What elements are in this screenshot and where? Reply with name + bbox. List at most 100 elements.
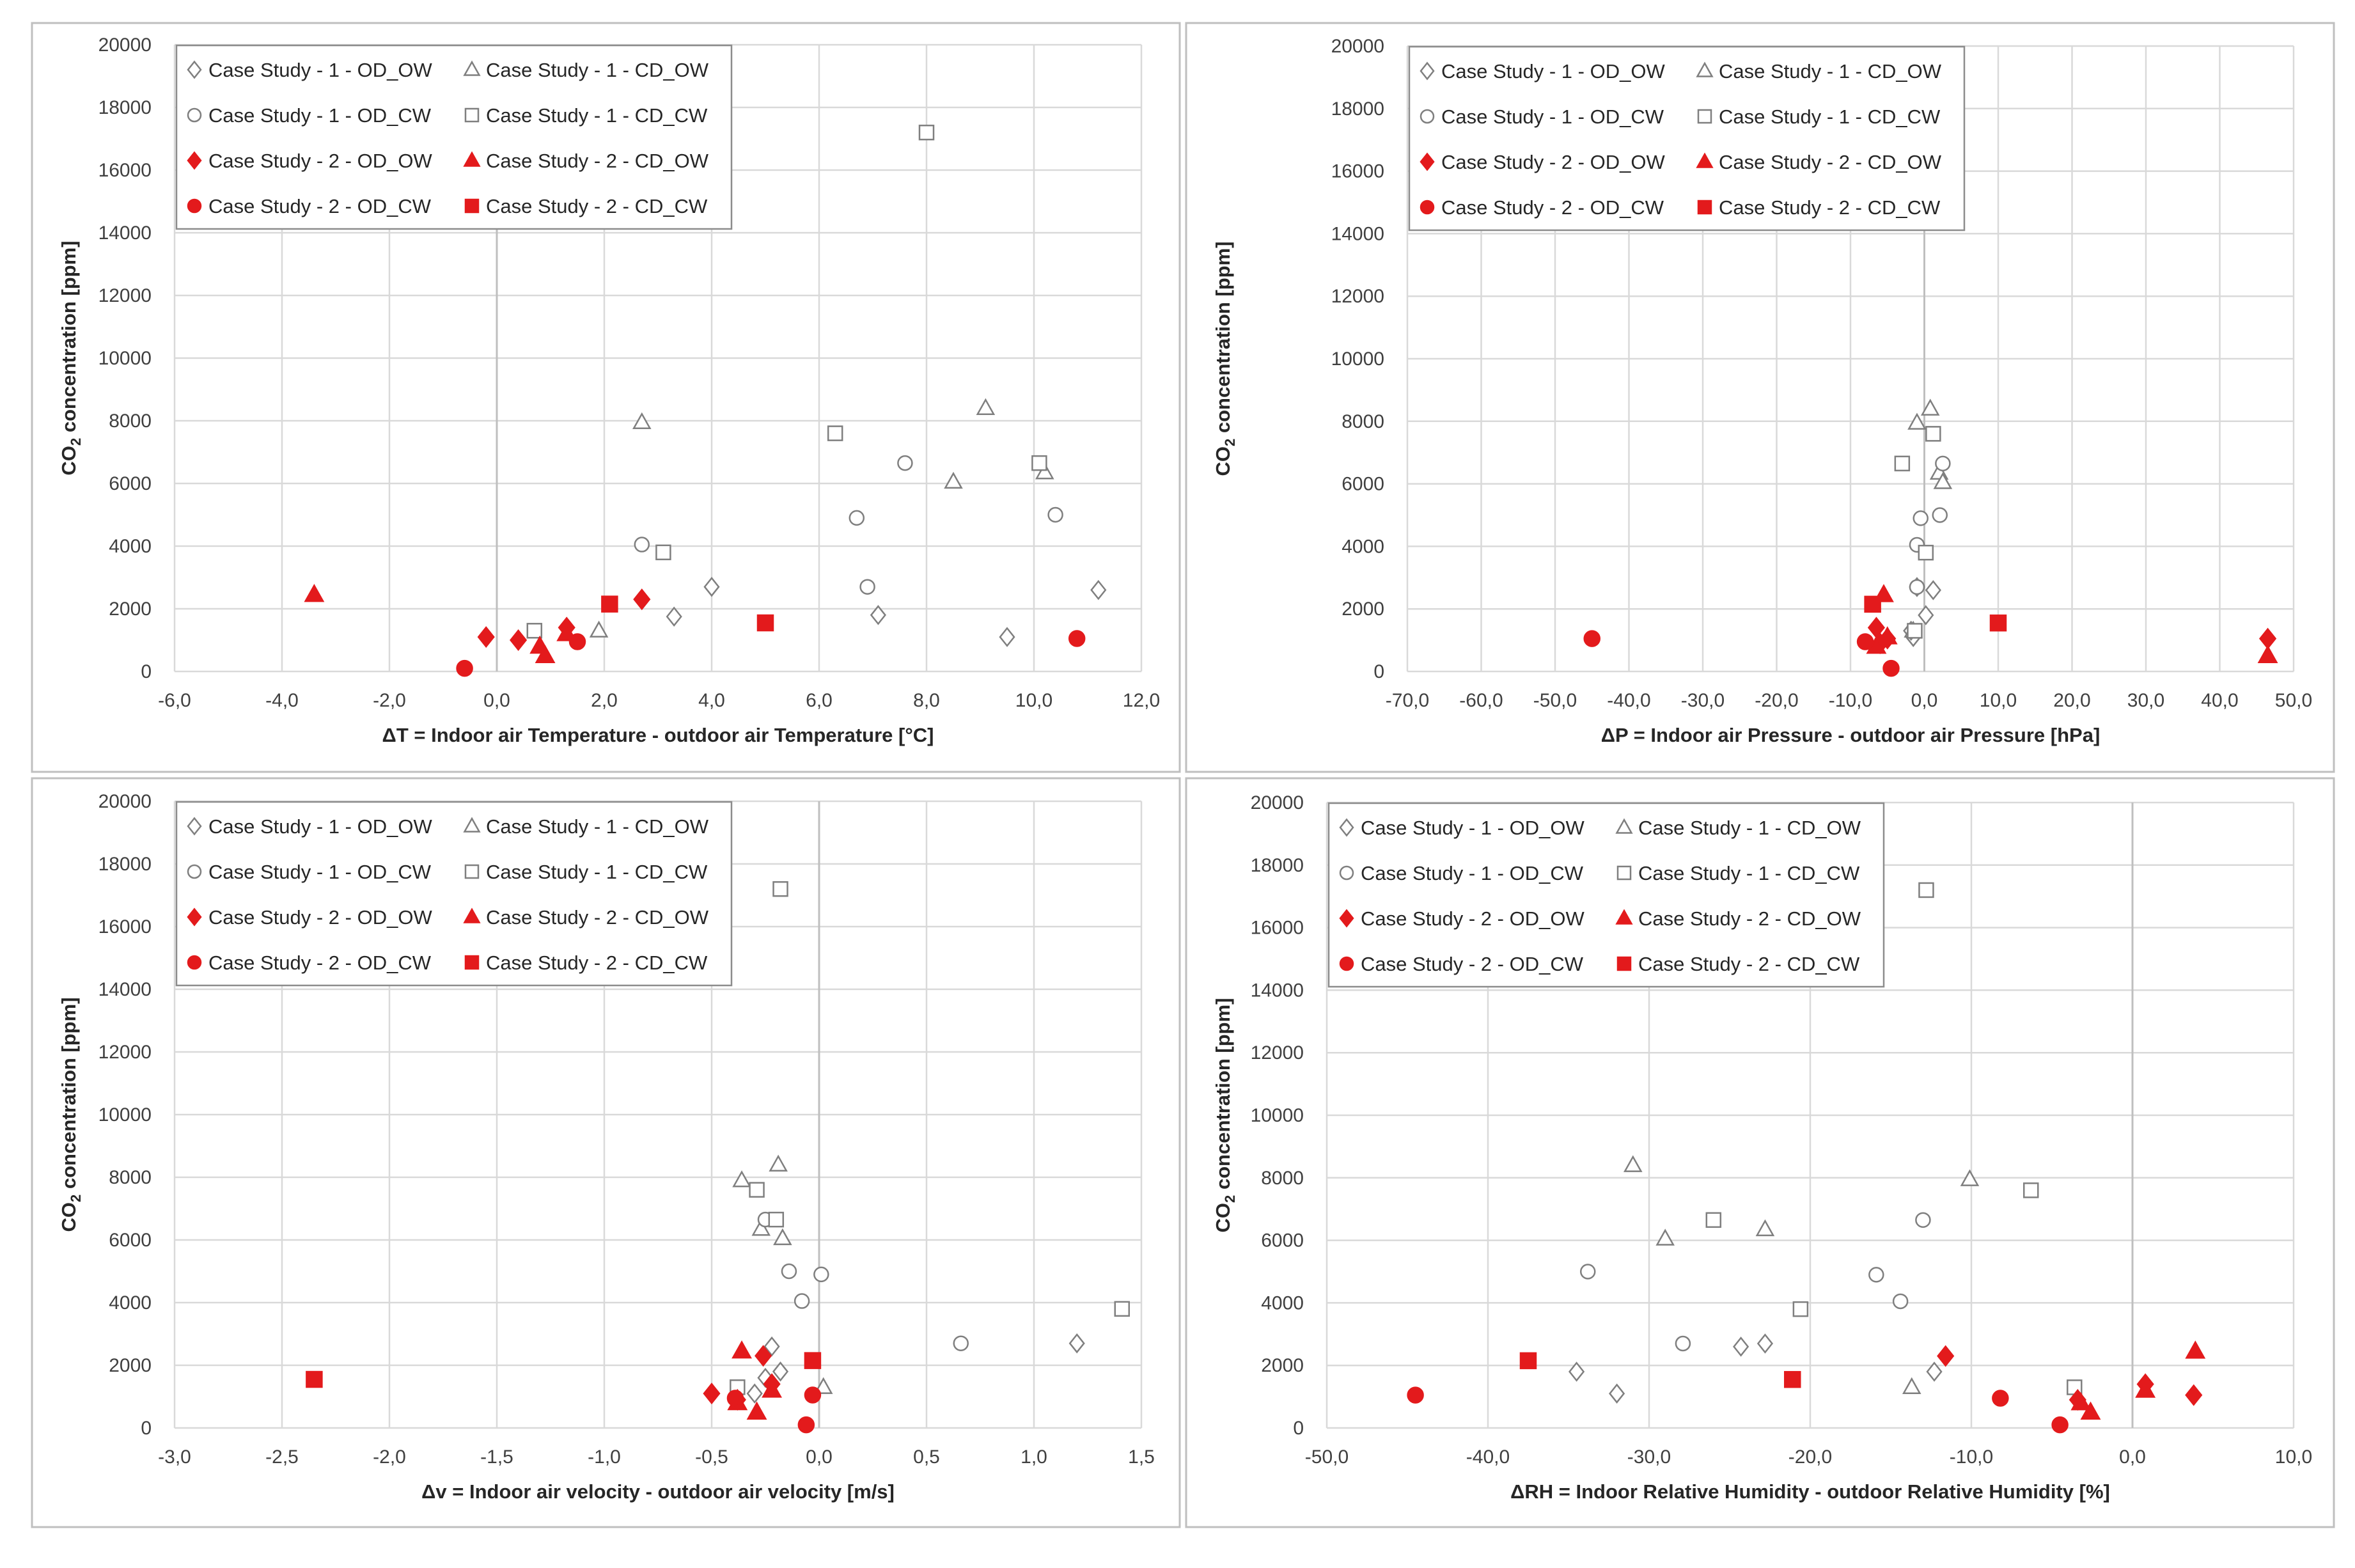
data-point <box>1932 507 1948 523</box>
legend-marker <box>464 864 480 879</box>
data-point <box>768 1211 785 1228</box>
x-tick-label: -30,0 <box>1681 690 1725 711</box>
data-point <box>1918 882 1934 898</box>
x-tick-label: 10,0 <box>1015 690 1052 711</box>
data-point <box>769 1154 788 1172</box>
legend-marker <box>1420 200 1435 215</box>
chart-panel-3: 0 2000 4000 6000 8000 10000 12000 14000 16000 180… <box>31 777 1181 1528</box>
data-point <box>1090 579 1107 600</box>
data-point <box>1925 426 1941 442</box>
legend-label: Case Study - 1 - OD_CW <box>1361 862 1584 884</box>
data-point <box>2135 1379 2156 1398</box>
legend-label: Case Study - 2 - CD_CW <box>486 952 708 974</box>
legend-label: Case Study - 2 - OD_OW <box>208 150 432 172</box>
x-axis-label: Δv = Indoor air velocity - outdoor air v… <box>421 1480 895 1503</box>
data-point <box>773 1228 792 1246</box>
data-point <box>781 1263 797 1280</box>
legend-label: Case Study - 1 - CD_CW <box>1719 106 1941 128</box>
data-point <box>1907 412 1927 430</box>
legend-label: Case Study - 2 - CD_OW <box>1638 907 1861 930</box>
legend-marker <box>187 60 202 79</box>
data-point <box>755 1345 772 1367</box>
data-point <box>1920 398 1940 416</box>
y-axis-label: CO2 concentration [ppm] <box>1212 998 1238 1232</box>
x-tick-label: 30,0 <box>2127 690 2164 711</box>
data-point <box>804 1386 822 1404</box>
data-point <box>1894 455 1911 472</box>
data-point <box>1705 1212 1722 1228</box>
x-tick-label: 2,0 <box>591 690 618 711</box>
data-point <box>1407 1386 1424 1404</box>
y-tick-label: 18000 <box>98 854 152 875</box>
legend-label: Case Study - 1 - OD_OW <box>1441 60 1665 82</box>
legend-label: Case Study - 1 - CD_CW <box>486 104 708 127</box>
data-point <box>1856 633 1874 650</box>
legend-marker <box>1420 152 1435 171</box>
y-tick-label: 18000 <box>1331 98 1384 120</box>
y-tick-label: 12000 <box>1251 1042 1304 1063</box>
data-point <box>772 1361 789 1382</box>
data-point <box>509 629 528 652</box>
legend-label: Case Study - 1 - CD_CW <box>1638 862 1860 884</box>
data-point <box>1784 1370 1801 1388</box>
legend-label: Case Study - 1 - OD_OW <box>1361 817 1584 839</box>
x-tick-label: -10,0 <box>1829 690 1872 711</box>
data-point <box>2185 1340 2206 1359</box>
x-tick-label: 8,0 <box>913 690 940 711</box>
data-point <box>1909 579 1925 595</box>
x-tick-label: -20,0 <box>1755 690 1798 711</box>
legend-label: Case Study - 2 - CD_OW <box>486 150 709 172</box>
data-point <box>813 1266 829 1283</box>
data-point <box>2070 1392 2092 1411</box>
y-tick-label: 4000 <box>109 1292 152 1313</box>
y-tick-label: 6000 <box>1261 1230 1304 1251</box>
data-point <box>1960 1169 1980 1186</box>
data-point <box>797 1416 815 1434</box>
data-point <box>1907 623 1923 639</box>
legend-marker <box>1615 818 1633 834</box>
data-point <box>1877 626 1898 645</box>
data-point <box>456 659 473 677</box>
y-axis-label: CO2 concentration [ppm] <box>1212 241 1238 476</box>
y-tick-label: 8000 <box>109 1167 152 1188</box>
y-tick-label: 20000 <box>1331 36 1384 57</box>
y-tick-label: 6000 <box>1342 474 1384 495</box>
x-tick-label: -6,0 <box>158 690 191 711</box>
data-point <box>870 605 887 625</box>
data-point <box>1756 1333 1774 1354</box>
legend-label: Case Study - 2 - CD_CW <box>1638 953 1860 975</box>
y-tick-label: 0 <box>1293 1418 1304 1439</box>
x-axis-label: ΔP = Indoor air Pressure - outdoor air P… <box>1601 724 2101 746</box>
data-point <box>1918 544 1934 561</box>
x-tick-label: -2,0 <box>373 1446 406 1468</box>
data-points <box>304 124 1107 677</box>
y-tick-label: 8000 <box>1261 1168 1304 1189</box>
legend-marker <box>1420 61 1435 81</box>
legend-marker <box>1696 152 1714 168</box>
chart-panel-2: 0 2000 4000 6000 8000 10000 12000 14000 16000 180… <box>1185 22 2335 773</box>
legend-marker <box>464 955 480 970</box>
data-point <box>633 588 651 611</box>
data-point <box>1792 1301 1809 1317</box>
x-tick-label: -1,5 <box>480 1446 513 1468</box>
data-point <box>1926 1361 1943 1382</box>
x-tick-label: 50,0 <box>2275 690 2312 711</box>
data-point <box>732 1170 751 1188</box>
y-tick-label: 16000 <box>98 160 152 181</box>
y-tick-label: 2000 <box>1261 1355 1304 1376</box>
y-tick-label: 14000 <box>1331 223 1384 244</box>
legend-label: Case Study - 1 - OD_CW <box>208 104 432 127</box>
x-tick-label: 0,0 <box>806 1446 833 1468</box>
legend-label: Case Study - 1 - OD_OW <box>208 815 432 838</box>
data-point <box>1655 1228 1675 1246</box>
y-tick-label: 8000 <box>109 411 152 432</box>
data-point <box>477 626 495 648</box>
data-point <box>1031 455 1047 471</box>
data-point <box>918 124 935 141</box>
y-tick-label: 4000 <box>1342 536 1384 557</box>
y-axis-label: CO2 concentration [ppm] <box>58 240 84 475</box>
data-point <box>1733 1337 1749 1357</box>
data-point <box>1868 1267 1884 1283</box>
data-point <box>746 1383 763 1404</box>
y-tick-label: 0 <box>141 1418 152 1439</box>
